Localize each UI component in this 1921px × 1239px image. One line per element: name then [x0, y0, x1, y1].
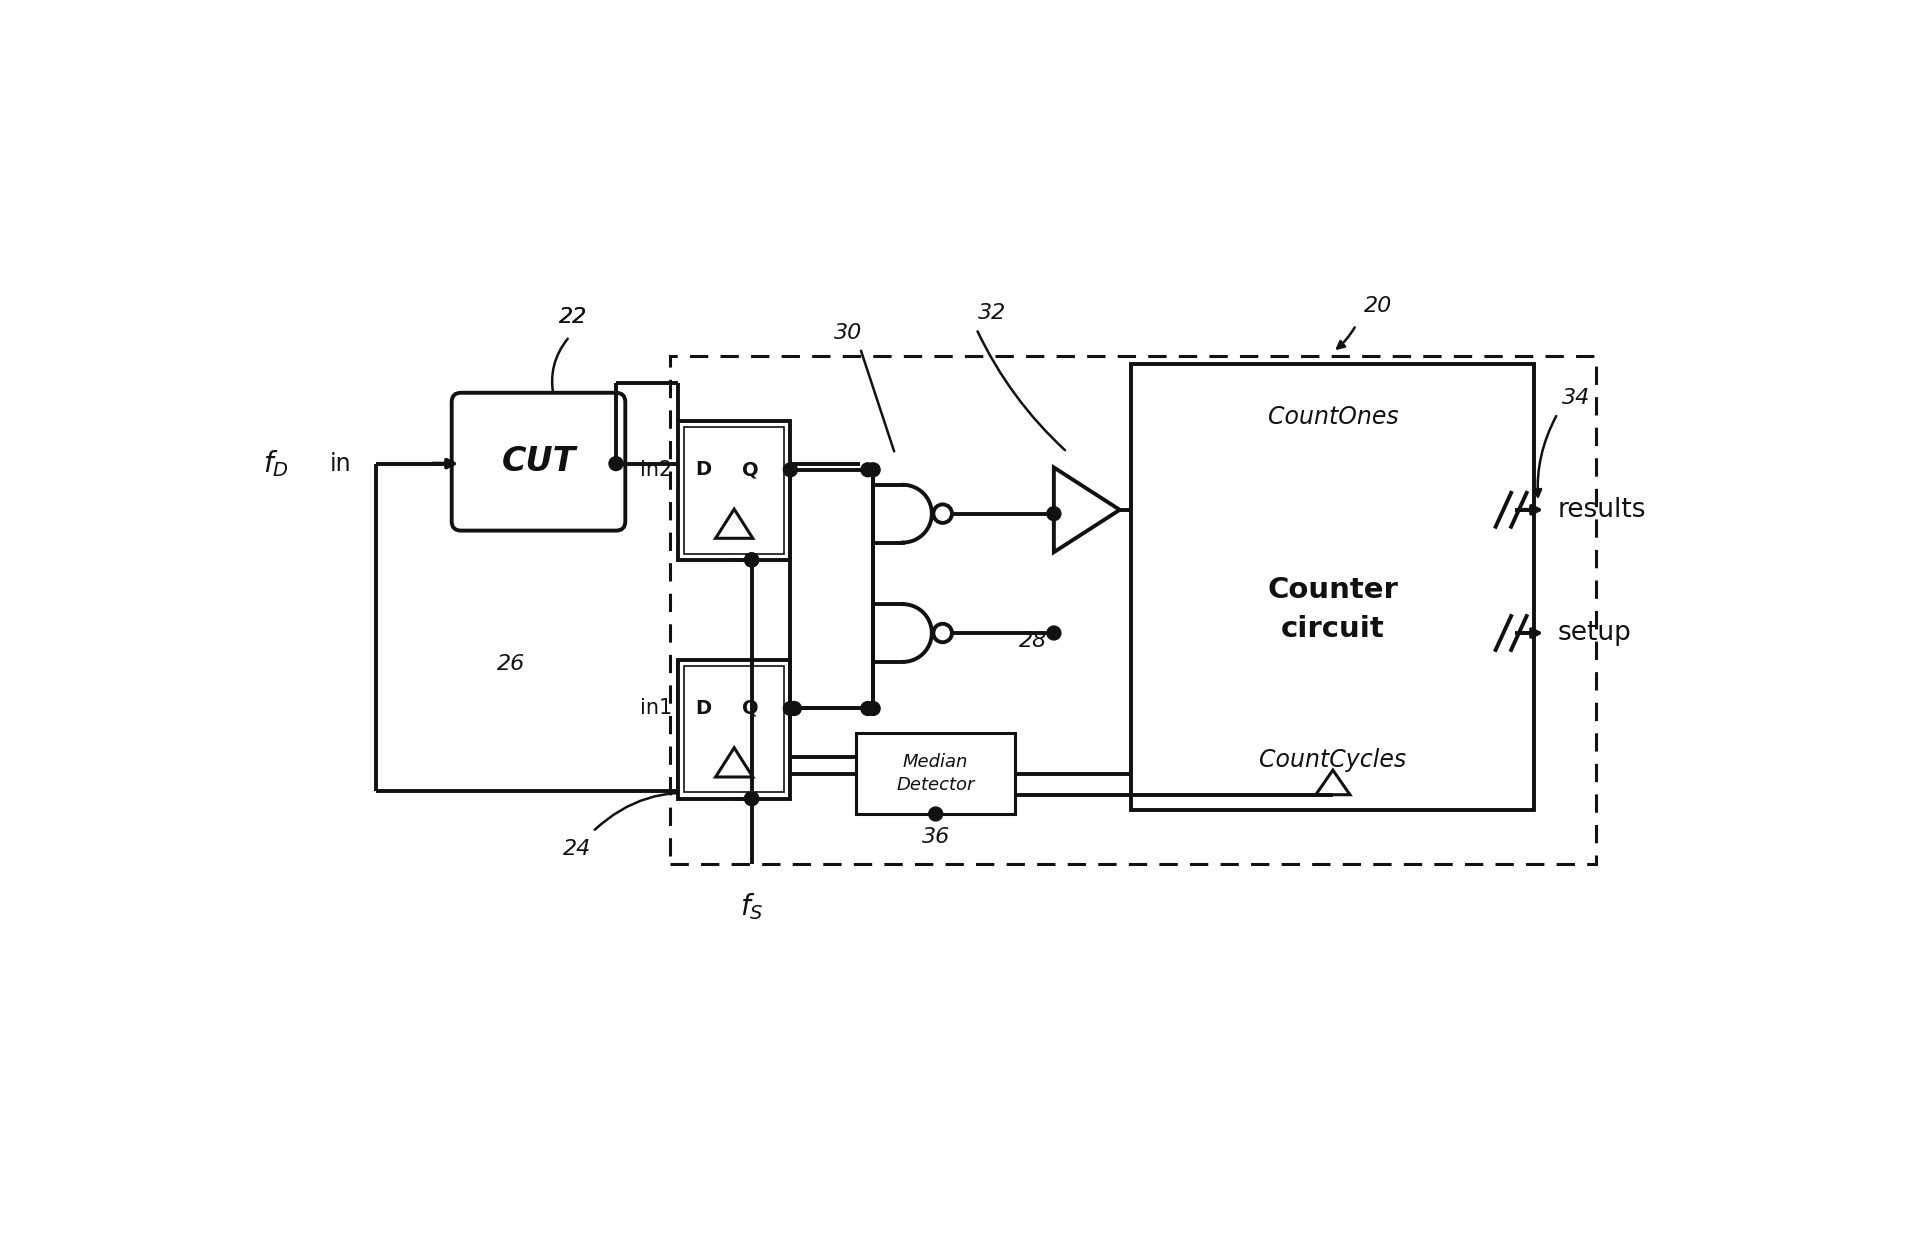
- Text: setup: setup: [1558, 620, 1631, 646]
- Circle shape: [745, 553, 759, 566]
- Circle shape: [866, 463, 880, 477]
- Text: 24: 24: [563, 839, 592, 859]
- Circle shape: [788, 701, 801, 715]
- Bar: [857, 733, 1014, 814]
- Circle shape: [745, 553, 759, 566]
- Text: Counter
circuit: Counter circuit: [1268, 576, 1398, 643]
- Text: CountCycles: CountCycles: [1260, 748, 1406, 772]
- Circle shape: [745, 792, 759, 805]
- Text: 26: 26: [498, 654, 526, 674]
- Text: 20: 20: [1364, 296, 1393, 316]
- FancyArrowPatch shape: [1533, 416, 1556, 497]
- Text: in: in: [328, 451, 352, 476]
- Text: out: out: [701, 432, 738, 452]
- Text: D: D: [695, 460, 711, 479]
- Text: 22: 22: [559, 307, 588, 327]
- FancyArrowPatch shape: [596, 793, 709, 830]
- Bar: [678, 660, 790, 799]
- Circle shape: [784, 463, 797, 477]
- Bar: [678, 421, 790, 560]
- Circle shape: [1047, 626, 1060, 639]
- Text: Median
Detector: Median Detector: [897, 753, 974, 794]
- Circle shape: [609, 457, 622, 471]
- Circle shape: [861, 463, 874, 477]
- Text: 22: 22: [559, 307, 588, 327]
- Text: 30: 30: [834, 322, 863, 343]
- Bar: [1131, 363, 1535, 810]
- Text: Q: Q: [742, 460, 759, 479]
- FancyArrowPatch shape: [861, 351, 893, 451]
- Text: CountOnes: CountOnes: [1268, 405, 1398, 430]
- Circle shape: [861, 701, 874, 715]
- FancyArrowPatch shape: [551, 338, 569, 395]
- Text: in2: in2: [640, 460, 672, 479]
- Text: 36: 36: [922, 828, 951, 847]
- Text: D: D: [695, 699, 711, 717]
- Text: Q: Q: [742, 699, 759, 717]
- Text: 34: 34: [1562, 388, 1591, 408]
- Circle shape: [745, 792, 759, 805]
- Text: $f_D$: $f_D$: [263, 449, 290, 479]
- Bar: [684, 667, 784, 793]
- Circle shape: [1047, 507, 1060, 520]
- Bar: [684, 427, 784, 554]
- Circle shape: [784, 701, 797, 715]
- Text: 32: 32: [978, 304, 1007, 323]
- Text: 28: 28: [1018, 631, 1047, 650]
- Circle shape: [866, 701, 880, 715]
- FancyArrowPatch shape: [978, 331, 1064, 450]
- FancyBboxPatch shape: [451, 393, 626, 530]
- Circle shape: [928, 807, 943, 821]
- FancyArrowPatch shape: [1337, 327, 1354, 348]
- Text: $f_S$: $f_S$: [740, 891, 763, 922]
- Text: results: results: [1558, 497, 1646, 523]
- Text: in1: in1: [640, 699, 672, 719]
- Text: CUT: CUT: [501, 445, 576, 478]
- Bar: [670, 356, 1596, 864]
